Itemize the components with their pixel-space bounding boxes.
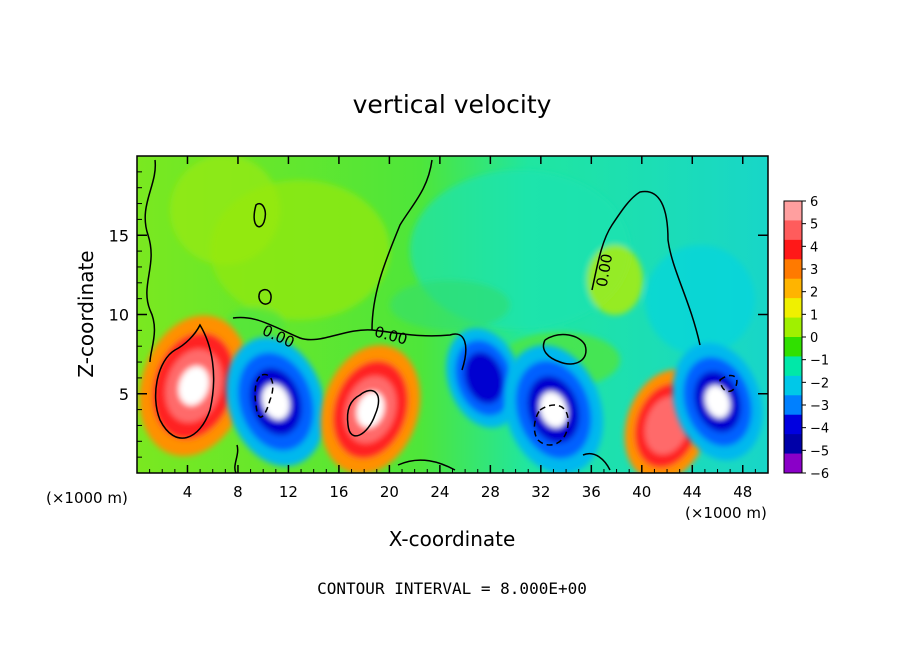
- y-tick-label: 5: [119, 385, 129, 404]
- colorbar: 6 5 4 3 2 1 0 −1 −2 −3 −4 −5 −6: [783, 195, 829, 482]
- field-blob: [225, 307, 285, 343]
- y-tick-label: 15: [109, 226, 129, 245]
- colorbar-swatch: [784, 395, 802, 416]
- colorbar-label: 1: [810, 308, 818, 323]
- colorbar-swatch: [784, 317, 802, 338]
- x-tick-label: 32: [531, 483, 550, 501]
- inner-contour-down-1: [254, 373, 274, 418]
- zero-contour-right-low: [542, 333, 587, 365]
- colorbar-swatch: [784, 259, 802, 280]
- colorbar-swatch: [784, 414, 802, 435]
- colorbar-swatch: [784, 201, 802, 221]
- colorbar-label: 2: [810, 286, 818, 301]
- field-blob: [170, 156, 280, 265]
- colorbar-swatch: [784, 356, 802, 377]
- x-tick-label: 48: [733, 483, 752, 501]
- cell-ring: [464, 352, 504, 404]
- field-blob: [390, 280, 510, 330]
- inner-contour-up-2: [346, 389, 380, 437]
- x-units-left: (×1000 m): [46, 489, 128, 507]
- downdraft-cell: [503, 345, 604, 473]
- colorbar-swatch: [784, 278, 802, 299]
- colorbar-label: −3: [810, 399, 829, 414]
- inner-contour-left: [154, 323, 215, 439]
- contour-interval-note: CONTOUR INTERVAL = 8.000E+00: [317, 579, 587, 598]
- inner-contour-down-2: [533, 404, 569, 446]
- field-blob: [645, 245, 755, 355]
- x-axis: 4 8 12 16 20 24 28 32 36 40 44 48: [149, 156, 756, 501]
- colorbar-swatch: [784, 220, 802, 241]
- contour-label: 0.00: [593, 252, 617, 288]
- x-tick-label: 44: [683, 483, 702, 501]
- downdraft-cell: [226, 337, 326, 467]
- colorbar-swatch: [784, 375, 802, 396]
- y-axis-label: Z-coordinate: [74, 250, 98, 377]
- contour-lines: [144, 159, 738, 473]
- background-field: [170, 156, 755, 388]
- updraft-cell: [139, 315, 249, 457]
- cell-ring: [539, 391, 568, 428]
- zero-contour-small: [258, 288, 272, 305]
- colorbar-label: −5: [810, 444, 829, 459]
- zero-contour-ridge: [371, 159, 433, 331]
- colorbar-label: −6: [810, 467, 829, 482]
- x-tick-label: 36: [582, 483, 601, 501]
- x-tick-label: 28: [481, 483, 500, 501]
- cell-ring: [704, 385, 731, 419]
- colorbar-label: 3: [810, 263, 818, 278]
- x-tick-label: 20: [380, 483, 399, 501]
- x-tick-label: 8: [233, 483, 243, 501]
- colorbar-label: −4: [810, 422, 829, 437]
- zero-contour-small: [253, 203, 267, 228]
- colorbar-label: 4: [810, 240, 818, 255]
- colorbar-swatch: [784, 453, 802, 474]
- cell-ring: [261, 383, 290, 420]
- field-blob: [587, 245, 643, 315]
- y-tick-label: 10: [109, 306, 129, 325]
- x-axis-label: X-coordinate: [389, 527, 516, 551]
- downdraft-cell: [672, 343, 763, 461]
- y-axis: 5 10 15: [109, 171, 768, 458]
- colorbar-swatch: [784, 337, 802, 357]
- chart-title: vertical velocity: [353, 90, 552, 119]
- x-tick-label: 24: [430, 483, 449, 501]
- colorbar-label: 5: [810, 218, 818, 233]
- inner-contour-down-3: [719, 374, 738, 393]
- zero-contour-bottom: [234, 444, 611, 473]
- colorbar-label: 0: [810, 331, 818, 346]
- x-tick-label: 40: [632, 483, 651, 501]
- x-tick-label: 16: [329, 483, 348, 501]
- cell-ring: [178, 366, 210, 406]
- zero-contour-right: [591, 190, 701, 346]
- colorbar-swatch: [784, 434, 802, 455]
- colorbar-swatch: [784, 298, 802, 319]
- colorbar-label: 6: [810, 195, 818, 210]
- colorbar-label: −1: [810, 354, 829, 369]
- colorbar-label: −2: [810, 376, 829, 391]
- colorbar-swatch: [784, 239, 802, 260]
- velocity-features: [139, 315, 763, 473]
- plot-area: [137, 156, 768, 473]
- zero-contour-left: [144, 159, 157, 363]
- x-units-right: (×1000 m): [685, 504, 767, 522]
- cell-ring: [356, 391, 385, 428]
- x-tick-label: 4: [183, 483, 193, 501]
- x-tick-label: 12: [279, 483, 298, 501]
